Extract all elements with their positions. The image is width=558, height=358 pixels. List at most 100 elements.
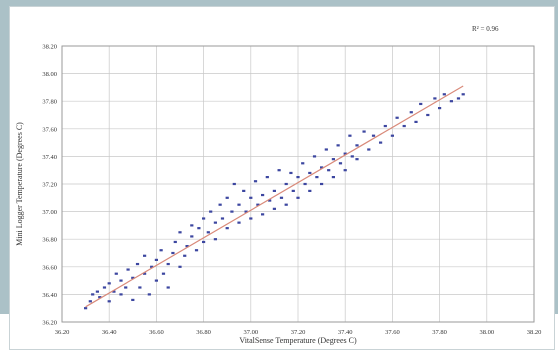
data-point — [261, 193, 265, 197]
data-point — [244, 210, 248, 213]
data-point — [383, 124, 387, 128]
data-point — [338, 162, 343, 165]
data-point — [343, 169, 347, 172]
data-point — [371, 134, 376, 137]
x-tick-label: 36.20 — [55, 329, 70, 336]
y-axis-ticks: 36.20 36.40 36.60 36.80 37.00 37.20 37.40 37.60… — [42, 44, 57, 327]
plot-area-border — [61, 45, 535, 323]
data-point — [95, 290, 99, 293]
data-point — [433, 97, 437, 100]
y-tick-label: 38.20 — [42, 44, 57, 51]
x-tick-label: 37.60 — [385, 329, 400, 336]
data-point — [296, 196, 300, 199]
y-tick-label: 36.20 — [42, 320, 57, 327]
data-point — [143, 272, 147, 275]
data-point — [315, 176, 319, 179]
y-tick-label: 37.20 — [42, 182, 57, 189]
data-point — [331, 158, 335, 161]
data-point — [362, 130, 366, 133]
data-point — [173, 240, 177, 244]
data-point — [355, 158, 359, 161]
x-tick-label: 36.80 — [196, 329, 211, 336]
data-point — [88, 300, 92, 303]
data-point — [166, 286, 170, 289]
data-point — [279, 196, 284, 199]
y-tick-label: 36.60 — [42, 264, 57, 271]
data-point — [308, 189, 312, 192]
data-point — [213, 221, 217, 224]
r-squared-annotation: R² = 0.96 — [472, 25, 499, 33]
data-point — [114, 272, 118, 275]
data-point — [242, 189, 246, 192]
data-point — [327, 169, 331, 172]
data-point — [119, 279, 123, 282]
data-point — [268, 199, 272, 202]
data-point — [143, 254, 147, 257]
data-point — [166, 262, 170, 266]
data-point — [296, 176, 300, 179]
data-point — [379, 141, 383, 144]
data-point — [249, 196, 253, 199]
x-tick-label: 36.60 — [149, 329, 164, 336]
data-point — [249, 217, 253, 220]
trendline — [85, 85, 464, 308]
scatter-chart: 36.20 36.40 36.60 36.80 37.00 37.20 37.40 37.60… — [15, 25, 541, 345]
data-point — [438, 107, 442, 110]
y-tick-label: 38.00 — [42, 71, 57, 78]
data-point — [126, 268, 130, 271]
data-point — [256, 203, 260, 206]
data-point — [131, 276, 135, 279]
data-point — [194, 249, 199, 252]
data-point — [230, 210, 234, 213]
data-point — [312, 155, 317, 158]
x-tick-label: 37.40 — [338, 329, 353, 336]
data-point — [220, 217, 225, 220]
data-point — [124, 286, 128, 289]
data-point — [206, 231, 210, 234]
data-point — [277, 169, 281, 172]
data-point — [402, 124, 406, 128]
data-point — [159, 249, 163, 252]
data-point — [178, 231, 182, 234]
data-point — [112, 290, 116, 293]
data-point — [98, 296, 102, 299]
data-point — [409, 111, 413, 114]
data-point — [320, 182, 324, 186]
data-point — [84, 307, 88, 310]
data-point — [232, 182, 236, 186]
y-tick-label: 36.40 — [42, 292, 57, 299]
data-point — [336, 144, 340, 147]
data-point — [147, 293, 151, 296]
data-point — [237, 221, 241, 224]
data-point — [355, 144, 359, 147]
data-point — [107, 300, 111, 303]
data-point — [253, 180, 258, 183]
data-point — [390, 134, 394, 137]
x-tick-label: 37.20 — [291, 329, 306, 336]
data-point — [331, 176, 335, 179]
data-point — [237, 203, 241, 206]
data-point — [190, 224, 194, 227]
data-point — [154, 279, 158, 282]
x-tick-label: 36.40 — [102, 329, 117, 336]
data-point — [324, 148, 328, 151]
y-tick-label: 37.00 — [42, 209, 57, 216]
y-tick-label: 37.40 — [42, 154, 57, 161]
grid-lines — [61, 45, 535, 323]
data-point — [303, 182, 307, 186]
data-point — [308, 171, 312, 175]
data-point — [202, 240, 206, 244]
data-point — [350, 155, 354, 158]
data-point — [107, 282, 111, 285]
data-point — [348, 134, 352, 137]
data-point — [197, 227, 201, 230]
data-point — [183, 254, 187, 257]
data-point — [138, 286, 142, 289]
data-points — [84, 93, 465, 310]
data-point — [395, 116, 399, 119]
y-tick-label: 36.80 — [42, 237, 57, 244]
y-tick-label: 37.80 — [42, 99, 57, 106]
data-point — [154, 258, 158, 261]
data-point — [367, 148, 371, 151]
data-point — [150, 265, 154, 268]
